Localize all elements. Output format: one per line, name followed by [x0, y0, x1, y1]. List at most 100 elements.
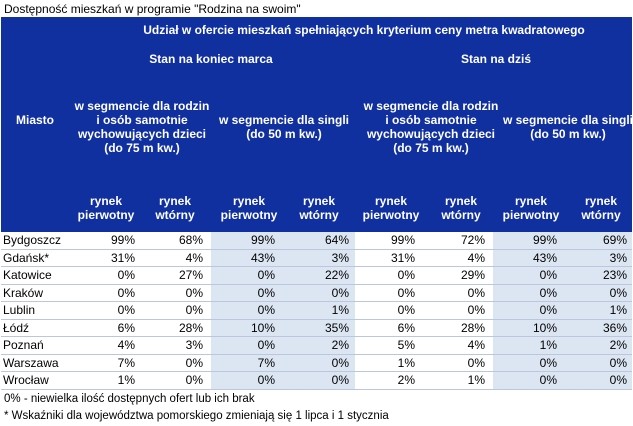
value-cell: 4% — [117, 338, 135, 352]
value-cell: 0% — [609, 285, 627, 300]
data-table: Bydgoszcz 99% 68% 99% 64% 99% 72% 99% 69… — [1, 232, 632, 390]
value-cell: 43% — [532, 250, 557, 265]
header-period-today: Stan na dziś — [460, 52, 531, 66]
value-cell: 0% — [467, 355, 485, 370]
city-name: Poznań — [3, 338, 44, 352]
header-secondary-1: rynek wtórny — [155, 194, 195, 222]
table-row: Lublin 0% 0% 0% 1% 0% 0% 0% 1% — [1, 302, 632, 320]
table-row: Bydgoszcz 99% 68% 99% 64% 99% 72% 99% 69… — [1, 232, 632, 250]
city-name: Bydgoszcz — [3, 233, 62, 247]
value-cell: 4% — [185, 250, 203, 265]
header-secondary-2: rynek wtórny — [299, 194, 339, 222]
shade-band — [493, 337, 632, 354]
value-cell: 1% — [117, 373, 135, 387]
header-top-caption: Udział w ofercie mieszkań spełniających … — [143, 23, 585, 37]
shade-band — [493, 354, 632, 371]
value-cell: 1% — [539, 338, 557, 352]
value-cell: 2% — [609, 338, 627, 352]
value-cell: 7% — [117, 355, 135, 370]
header-seg-single-today: w segmencie dla singli (do 50 m kw.) — [502, 113, 633, 141]
value-cell: 27% — [178, 268, 203, 282]
value-cell: 31% — [390, 250, 415, 265]
value-cell: 99% — [532, 233, 557, 247]
table-row: Warszawa 7% 0% 7% 0% 1% 0% 0% 0% — [1, 354, 632, 372]
value-cell: 35% — [324, 320, 349, 335]
value-cell: 0% — [467, 303, 485, 317]
value-cell: 3% — [609, 250, 627, 265]
shade-band — [211, 232, 355, 249]
shade-band — [493, 372, 632, 389]
value-cell: 0% — [331, 373, 349, 387]
value-cell: 0% — [467, 285, 485, 300]
value-cell: 68% — [178, 233, 203, 247]
table-title: Dostępność mieszkań w programie "Rodzina… — [4, 2, 301, 16]
value-cell: 0% — [117, 268, 135, 282]
value-cell: 0% — [185, 355, 203, 370]
value-cell: 0% — [117, 285, 135, 300]
value-cell: 64% — [324, 233, 349, 247]
header-seg-single-march: w segmencie dla singli (do 50 m kw.) — [218, 113, 350, 141]
header-primary-1: rynek pierwotny — [77, 194, 135, 222]
value-cell: 1% — [397, 355, 415, 370]
header-secondary-3: rynek wtórny — [441, 194, 481, 222]
value-cell: 0% — [117, 303, 135, 317]
header-secondary-4: rynek wtórny — [581, 194, 621, 222]
value-cell: 0% — [397, 268, 415, 282]
city-name: Gdańsk* — [3, 250, 50, 265]
value-cell: 2% — [397, 373, 415, 387]
value-cell: 0% — [257, 285, 275, 300]
value-cell: 10% — [532, 320, 557, 335]
value-cell: 0% — [331, 285, 349, 300]
header-primary-2: rynek pierwotny — [220, 194, 278, 222]
table-header: Udział w ofercie mieszkań spełniających … — [1, 17, 633, 232]
value-cell: 28% — [178, 320, 203, 335]
value-cell: 22% — [324, 268, 349, 282]
header-seg-family-march: w segmencie dla rodzin i osób samotnie w… — [74, 99, 210, 155]
value-cell: 4% — [467, 250, 485, 265]
shade-band — [211, 302, 355, 319]
value-cell: 0% — [257, 373, 275, 387]
shade-band — [493, 302, 632, 319]
value-cell: 0% — [539, 285, 557, 300]
shade-band — [493, 284, 632, 301]
footnote-zero: 0% - niewielka ilość dostępnych ofert lu… — [4, 393, 255, 405]
value-cell: 31% — [110, 250, 135, 265]
city-name: Wrocław — [3, 373, 49, 387]
shade-band — [211, 319, 355, 336]
value-cell: 3% — [331, 250, 349, 265]
value-cell: 43% — [250, 250, 275, 265]
value-cell: 0% — [397, 303, 415, 317]
value-cell: 2% — [331, 338, 349, 352]
value-cell: 28% — [460, 320, 485, 335]
value-cell: 99% — [110, 233, 135, 247]
value-cell: 7% — [257, 355, 275, 370]
value-cell: 5% — [397, 338, 415, 352]
header-primary-3: rynek pierwotny — [362, 194, 420, 222]
shade-band — [211, 337, 355, 354]
value-cell: 0% — [331, 355, 349, 370]
value-cell: 0% — [257, 268, 275, 282]
value-cell: 0% — [185, 285, 203, 300]
value-cell: 72% — [460, 233, 485, 247]
value-cell: 23% — [602, 268, 627, 282]
value-cell: 6% — [117, 320, 135, 335]
shade-band — [211, 267, 355, 284]
value-cell: 99% — [390, 233, 415, 247]
value-cell: 4% — [467, 338, 485, 352]
value-cell: 0% — [539, 373, 557, 387]
value-cell: 1% — [609, 303, 627, 317]
value-cell: 0% — [185, 303, 203, 317]
value-cell: 0% — [257, 338, 275, 352]
shade-band — [211, 249, 355, 266]
table-row: Łódź 6% 28% 10% 35% 6% 28% 10% 36% — [1, 319, 632, 337]
table-row: Wrocław 1% 0% 0% 0% 2% 1% 0% 0% — [1, 372, 632, 390]
value-cell: 0% — [609, 373, 627, 387]
city-name: Łódź — [3, 320, 30, 335]
value-cell: 3% — [185, 338, 203, 352]
header-primary-4: rynek pierwotny — [502, 194, 560, 222]
value-cell: 36% — [602, 320, 627, 335]
value-cell: 0% — [257, 303, 275, 317]
city-name: Kraków — [3, 285, 44, 300]
table-row: Kraków 0% 0% 0% 0% 0% 0% 0% 0% — [1, 284, 632, 302]
value-cell: 0% — [539, 303, 557, 317]
